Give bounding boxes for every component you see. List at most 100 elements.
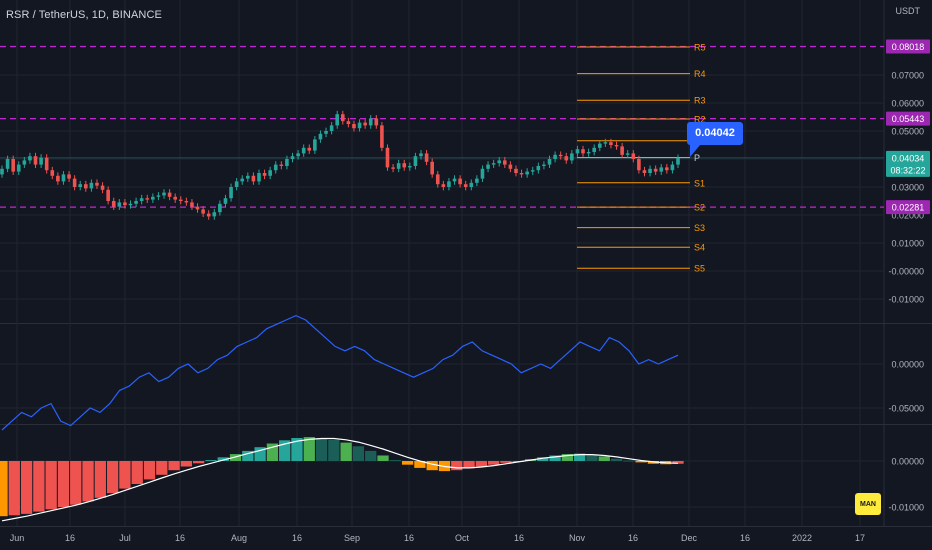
- candle-body: [475, 178, 479, 183]
- osc2-bar: [168, 461, 180, 471]
- candle-body: [430, 161, 434, 175]
- candle-body: [0, 168, 4, 175]
- candle-body: [5, 159, 10, 169]
- pivot-label-r2: R2: [694, 114, 706, 124]
- time-tick-label: Jul: [119, 533, 131, 543]
- osc2-bar: [635, 461, 647, 463]
- candle-body: [385, 147, 390, 168]
- osc2-bar: [389, 460, 401, 462]
- badge-current: 0.04034: [892, 153, 925, 163]
- candle-body: [592, 147, 596, 152]
- osc2-bar: [365, 450, 377, 461]
- osc2-bar: [8, 461, 20, 516]
- osc2-bar: [598, 456, 610, 461]
- badge-s2-bg: [886, 200, 930, 215]
- osc2-bar: [561, 454, 574, 461]
- osc2-bar: [229, 454, 242, 461]
- osc2-bar: [463, 461, 475, 469]
- candle-body: [491, 163, 496, 165]
- candle-body: [553, 154, 557, 159]
- candle-body: [497, 160, 502, 164]
- osc2-bar: [537, 457, 549, 461]
- osc2-bar: [303, 437, 315, 461]
- osc2-bar: [82, 461, 94, 502]
- candle-body: [665, 167, 669, 171]
- candle-body: [44, 157, 49, 171]
- osc2-bar: [20, 461, 33, 514]
- candle-body: [536, 166, 541, 171]
- candle-body: [268, 170, 272, 176]
- candle-body: [402, 163, 407, 168]
- candle-body: [676, 157, 680, 165]
- badge-s2: 0.02281: [892, 203, 925, 213]
- candle-body: [223, 198, 228, 204]
- osc2-signal-line: [1, 437, 679, 522]
- osc2-bar: [487, 461, 500, 465]
- badge-r5: 0.08018: [892, 42, 925, 52]
- candle-body: [33, 156, 38, 165]
- osc2-bar: [401, 461, 414, 465]
- candle-body: [603, 142, 608, 144]
- candle-body: [128, 203, 133, 206]
- time-tick-label: Aug: [231, 533, 247, 543]
- candle-body: [240, 178, 245, 182]
- candle-body: [586, 152, 591, 154]
- candle-body: [39, 157, 43, 165]
- osc2-bar: [610, 458, 623, 461]
- candle-body: [257, 173, 261, 182]
- osc2-bar: [254, 447, 266, 461]
- candle-body: [262, 173, 267, 176]
- pivot-label-s3: S3: [694, 223, 705, 233]
- candle-body: [357, 122, 362, 129]
- candle-body: [28, 156, 32, 161]
- badge-current-bg: [886, 150, 930, 177]
- osc2-bar: [451, 461, 463, 471]
- candle-body: [570, 153, 574, 161]
- candle-body: [525, 171, 529, 175]
- candle-body: [61, 174, 66, 182]
- candle-body: [173, 196, 177, 200]
- osc2-bar: [623, 460, 635, 462]
- osc2-bar: [475, 461, 487, 467]
- time-tick-label: 16: [175, 533, 185, 543]
- pivot-label-s2: S2: [694, 203, 705, 213]
- indicator-badge[interactable]: MAN: [855, 493, 881, 515]
- candle-body: [519, 173, 524, 175]
- candle-body: [273, 164, 278, 171]
- candle-body: [447, 181, 451, 187]
- candle-body: [22, 160, 27, 165]
- osc1-tick-label: -0.05000: [888, 404, 924, 414]
- candle-body: [670, 164, 675, 171]
- candle-body: [151, 196, 155, 200]
- candle-body: [335, 114, 340, 126]
- candle-body: [564, 156, 569, 161]
- candle-body: [184, 201, 189, 203]
- candle-body: [72, 178, 77, 187]
- candle-body: [234, 181, 239, 187]
- price-tick-label: 0.05000: [891, 127, 924, 137]
- candle-body: [575, 149, 580, 154]
- candle-body: [391, 167, 395, 169]
- osc2-bar: [352, 446, 365, 461]
- osc2-bar: [574, 453, 586, 461]
- candle-body: [581, 149, 585, 154]
- osc2-bar: [217, 457, 229, 461]
- pivot-label-r4: R4: [694, 69, 706, 79]
- candle-body: [290, 156, 295, 159]
- osc2-bar: [242, 450, 254, 461]
- osc2-tick-label: -0.01000: [888, 503, 924, 513]
- candle-body: [100, 185, 105, 190]
- candle-body: [368, 118, 373, 126]
- pivot-label-s1: S1: [694, 178, 705, 188]
- candle-body: [324, 131, 328, 134]
- badge-r2: 0.05443: [892, 114, 925, 124]
- osc2-bar: [266, 443, 279, 461]
- osc2-bar: [586, 454, 598, 461]
- osc2-bar: [291, 438, 303, 461]
- candle-body: [218, 203, 222, 213]
- candle-body: [659, 167, 664, 172]
- time-tick-label: Jun: [10, 533, 25, 543]
- candle-body: [285, 159, 289, 166]
- osc2-bar: [315, 438, 328, 461]
